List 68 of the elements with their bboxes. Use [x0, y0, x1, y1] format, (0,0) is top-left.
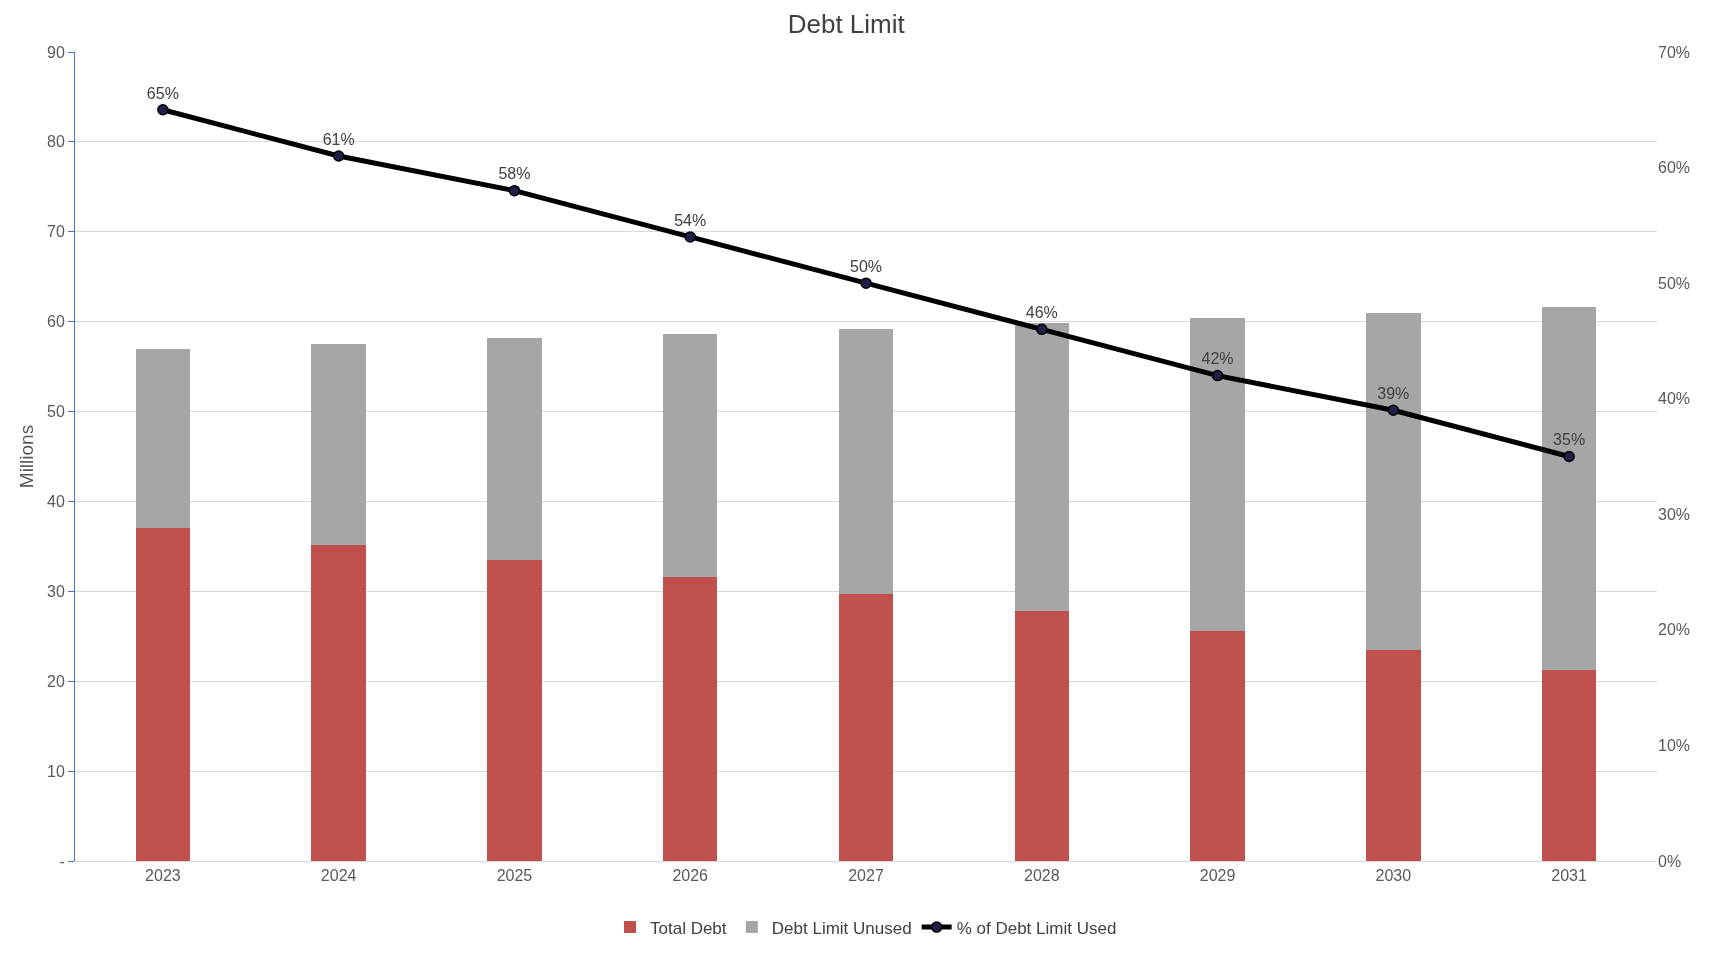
- y-axis-title: Millions: [15, 424, 37, 489]
- bar: [1014, 611, 1070, 861]
- point: [1563, 450, 1575, 463]
- bar: [662, 576, 718, 861]
- point: [860, 277, 872, 289]
- y2-tick-label: 70%: [1658, 43, 1691, 61]
- bar: [1366, 649, 1421, 861]
- x-tick-label: 2028: [1023, 867, 1060, 885]
- x-tick-label: 2027: [848, 867, 884, 885]
- bar: [311, 544, 366, 861]
- bar: [1541, 669, 1597, 861]
- bar: [135, 348, 191, 529]
- x-tick-label: 2029: [1199, 867, 1236, 885]
- data-label: 35%: [1553, 431, 1586, 449]
- bar: [135, 528, 191, 861]
- legend-label: Debt Limit Unused: [771, 918, 912, 938]
- data-label: 46%: [1025, 304, 1058, 322]
- data-label: 54%: [674, 211, 707, 229]
- y-tick-label: 60: [47, 313, 65, 331]
- legend-label: % of Debt Limit Used: [956, 918, 1117, 938]
- y2-tick-label: 20%: [1658, 621, 1691, 639]
- data-label: 42%: [1201, 350, 1234, 368]
- point: [1036, 323, 1048, 336]
- y2-tick-label: 10%: [1658, 737, 1691, 755]
- bar: [1541, 307, 1597, 670]
- y-tick-label: 20: [47, 672, 65, 690]
- y2-tick-label: 30%: [1658, 505, 1691, 523]
- point: [1211, 369, 1224, 382]
- data-label: 61%: [322, 130, 355, 148]
- bar: [1014, 323, 1070, 612]
- y-tick-label: 80: [47, 133, 65, 151]
- y2-tick-label: 40%: [1658, 390, 1691, 408]
- x-tick-label: 2030: [1375, 867, 1412, 885]
- y-tick-label: 70: [47, 223, 65, 241]
- y-tick-label: 50: [47, 403, 65, 421]
- point: [508, 184, 521, 197]
- y-tick-label: -: [59, 852, 65, 870]
- y-tick-label: 10: [47, 762, 65, 780]
- chart-title: Debt Limit: [787, 8, 906, 39]
- data-label: 65%: [146, 84, 179, 102]
- bar: [1190, 318, 1245, 631]
- bar: [487, 337, 542, 560]
- data-label: 58%: [498, 165, 531, 183]
- x-tick-label: 2024: [320, 867, 357, 885]
- x-tick-label: 2025: [496, 867, 533, 885]
- x-tick-label: 2023: [145, 867, 181, 885]
- data-label: 39%: [1377, 385, 1410, 403]
- legend-label: Total Debt: [650, 918, 727, 938]
- point: [1387, 404, 1400, 417]
- x-tick-label: 2026: [672, 867, 709, 885]
- bar: [487, 559, 542, 861]
- point: [684, 231, 696, 243]
- y-tick-label: 90: [47, 43, 65, 61]
- y2-tick-label: 0%: [1658, 852, 1682, 870]
- x-tick-label: 2031: [1551, 867, 1588, 885]
- data-label: 50%: [849, 257, 883, 275]
- point: [157, 104, 169, 116]
- point: [332, 150, 345, 162]
- bar: [838, 594, 894, 861]
- y2-tick-label: 60%: [1658, 159, 1691, 177]
- bar: [1366, 312, 1421, 650]
- y-tick-label: 30: [47, 582, 65, 600]
- y2-tick-label: 50%: [1658, 274, 1691, 292]
- bar: [838, 328, 894, 595]
- y-tick-label: 40: [47, 493, 65, 511]
- bar: [311, 344, 366, 545]
- bar: [662, 334, 718, 577]
- bar: [1190, 630, 1245, 861]
